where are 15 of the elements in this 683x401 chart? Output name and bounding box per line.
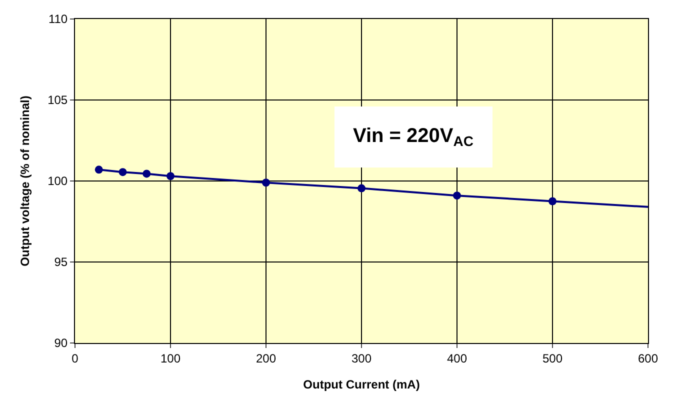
x-axis-title: Output Current (mA) bbox=[303, 377, 420, 392]
x-tick-label: 0 bbox=[72, 351, 79, 366]
x-tick-label: 600 bbox=[638, 351, 658, 366]
y-tick-label: 105 bbox=[48, 93, 68, 108]
x-tick-label: 200 bbox=[256, 351, 276, 366]
annotation: Vin = 220V$_{AC}$ bbox=[353, 125, 474, 150]
x-tick-label: 500 bbox=[542, 351, 563, 366]
y-tick-label: 90 bbox=[54, 336, 68, 350]
y-tick-label: 100 bbox=[48, 174, 68, 188]
y-axis-title: Output voltage (% of nominal) bbox=[18, 96, 32, 266]
y-tick-label: 95 bbox=[54, 255, 68, 270]
x-tick-label: 400 bbox=[446, 351, 468, 366]
x-tick-label: 300 bbox=[351, 351, 372, 366]
y-tick-label: 110 bbox=[48, 12, 68, 26]
x-tick-label: 100 bbox=[160, 351, 181, 366]
